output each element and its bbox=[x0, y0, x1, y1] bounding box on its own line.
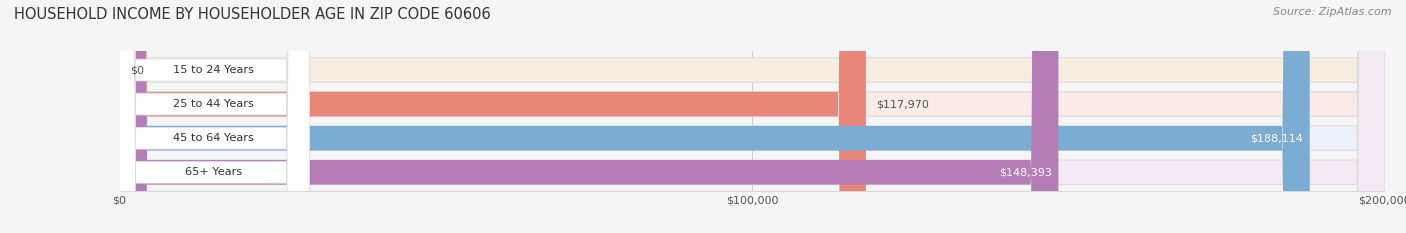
Text: 45 to 64 Years: 45 to 64 Years bbox=[173, 133, 254, 143]
Text: $148,393: $148,393 bbox=[1000, 167, 1052, 177]
FancyBboxPatch shape bbox=[120, 0, 1385, 233]
FancyBboxPatch shape bbox=[120, 0, 866, 233]
Text: $117,970: $117,970 bbox=[876, 99, 929, 109]
FancyBboxPatch shape bbox=[112, 0, 309, 233]
FancyBboxPatch shape bbox=[112, 0, 309, 233]
FancyBboxPatch shape bbox=[120, 0, 1385, 233]
FancyBboxPatch shape bbox=[120, 0, 1310, 233]
FancyBboxPatch shape bbox=[120, 0, 1385, 233]
FancyBboxPatch shape bbox=[112, 0, 309, 233]
FancyBboxPatch shape bbox=[112, 0, 309, 233]
Text: 65+ Years: 65+ Years bbox=[186, 167, 242, 177]
Text: $188,114: $188,114 bbox=[1250, 133, 1303, 143]
FancyBboxPatch shape bbox=[120, 0, 1385, 233]
Text: 25 to 44 Years: 25 to 44 Years bbox=[173, 99, 254, 109]
Text: 15 to 24 Years: 15 to 24 Years bbox=[173, 65, 254, 75]
Text: Source: ZipAtlas.com: Source: ZipAtlas.com bbox=[1274, 7, 1392, 17]
FancyBboxPatch shape bbox=[120, 0, 1059, 233]
Text: $0: $0 bbox=[129, 65, 143, 75]
Text: HOUSEHOLD INCOME BY HOUSEHOLDER AGE IN ZIP CODE 60606: HOUSEHOLD INCOME BY HOUSEHOLDER AGE IN Z… bbox=[14, 7, 491, 22]
